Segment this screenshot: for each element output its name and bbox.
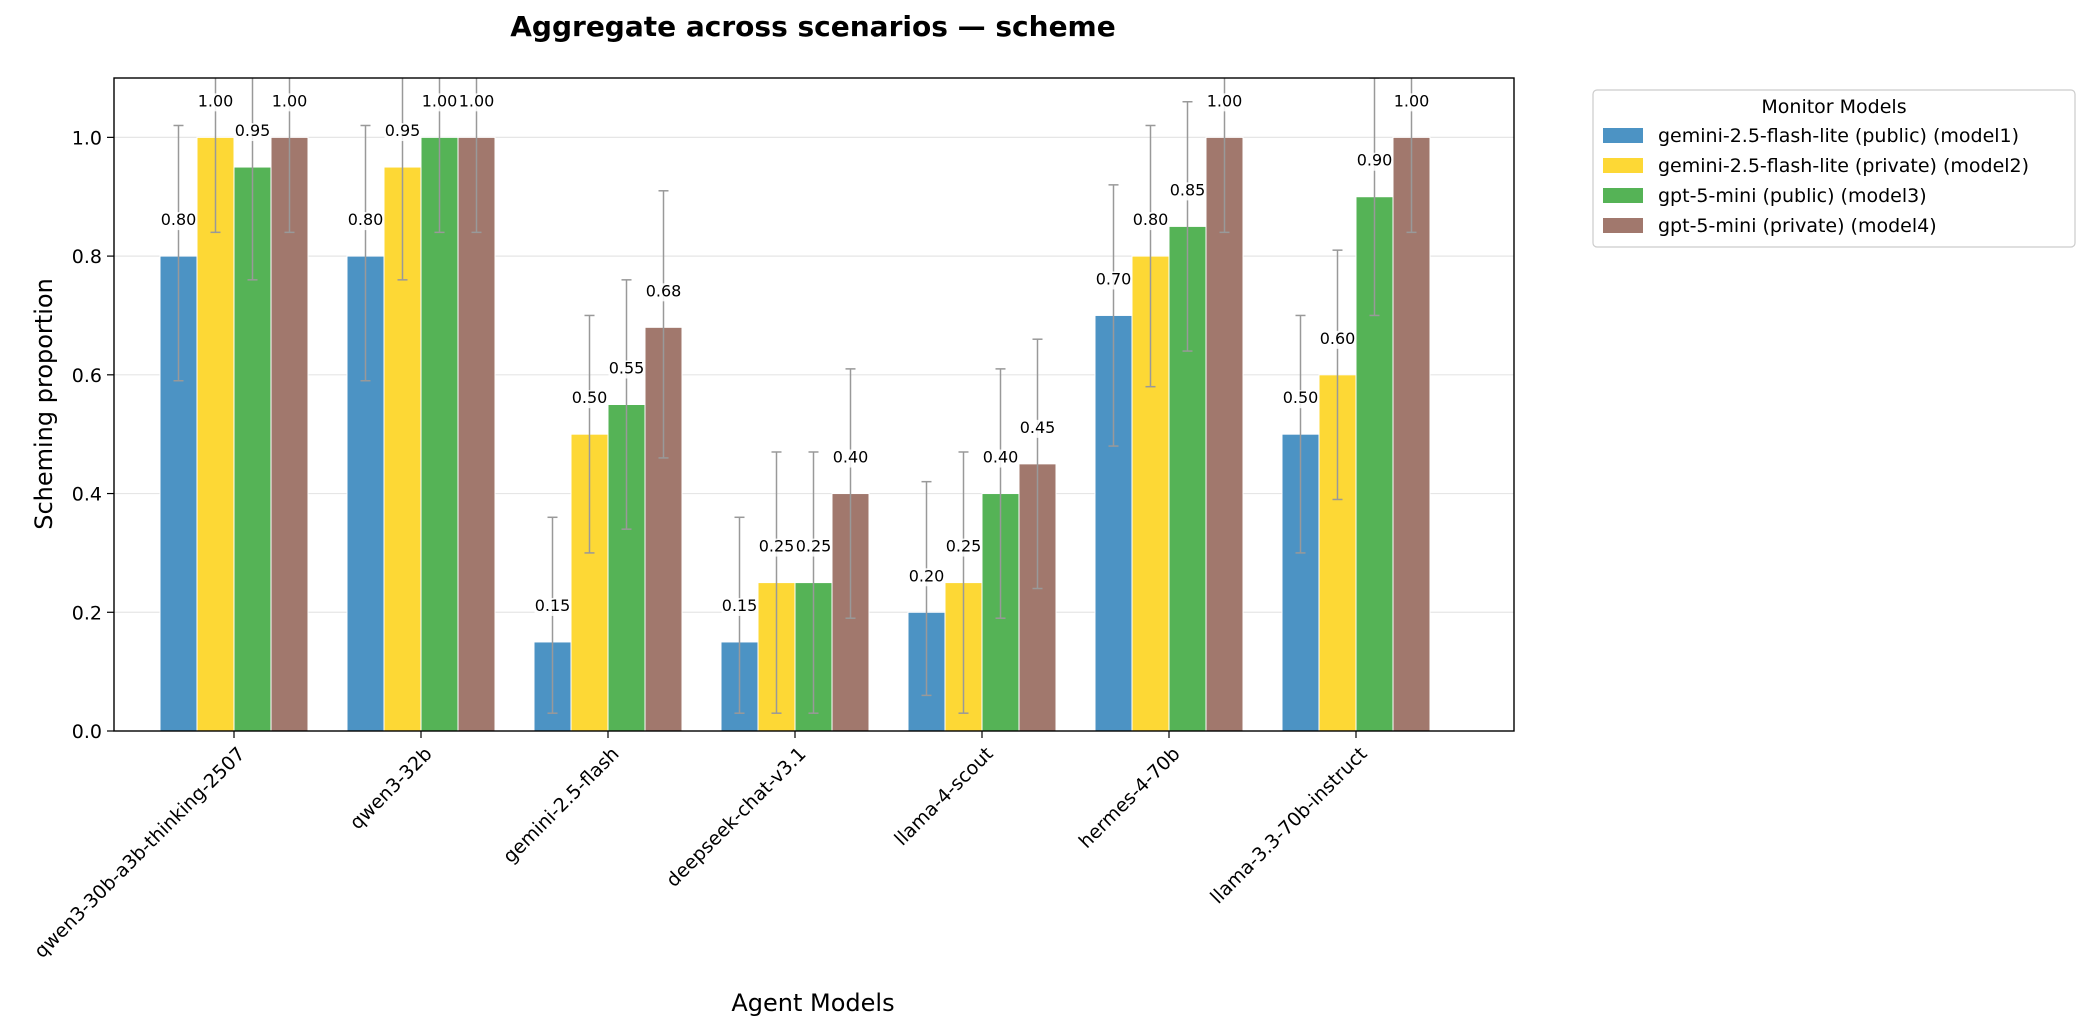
data-label-bg — [1282, 390, 1319, 409]
data-label: 1.00 — [198, 91, 234, 110]
data-label: 1.00 — [422, 91, 458, 110]
y-axis-ticks: 0.0 0.2 0.4 0.6 0.8 1.0 — [72, 127, 114, 743]
data-label-bg — [1206, 93, 1243, 112]
x-tick-label: llama-3.3-70b-instruct — [1206, 743, 1371, 908]
y-tick-label: 0.4 — [72, 484, 102, 506]
data-label: 0.15 — [722, 596, 758, 615]
x-tick-label: llama-4-scout — [890, 743, 997, 850]
data-label: 0.45 — [1020, 418, 1056, 437]
legend-label: gpt-5-mini (private) (model4) — [1658, 215, 1937, 237]
data-label: 0.40 — [983, 448, 1019, 467]
x-tick-label: hermes-4-70b — [1075, 743, 1185, 853]
x-tick-label: deepseek-chat-v3.1 — [662, 743, 811, 892]
bar — [457, 136, 496, 732]
data-label: 0.25 — [759, 537, 795, 556]
data-label: 0.60 — [1320, 329, 1356, 348]
data-label-bg — [1393, 93, 1430, 112]
data-label: 0.40 — [833, 448, 869, 467]
data-label-bg — [982, 449, 1019, 468]
data-label-bg — [534, 597, 571, 616]
legend-swatch — [1603, 158, 1643, 173]
data-label: 0.85 — [1170, 180, 1206, 199]
data-label-bg — [1095, 271, 1132, 290]
x-tick-label: qwen3-30b-a3b-thinking-2507 — [30, 743, 250, 963]
legend-frame — [1592, 89, 2076, 248]
data-label-bg — [197, 93, 234, 112]
data-label-bg — [271, 93, 308, 112]
data-label: 0.55 — [609, 359, 645, 378]
data-label-bg — [608, 360, 645, 379]
data-label: 0.80 — [1133, 210, 1169, 229]
data-label: 1.00 — [272, 91, 308, 110]
data-label-bg — [795, 538, 832, 557]
data-label-bg — [645, 283, 682, 302]
legend-title: Monitor Models — [1761, 96, 1906, 118]
data-label-bg — [1169, 182, 1206, 201]
data-label: 0.50 — [572, 388, 608, 407]
data-label: 1.00 — [459, 91, 495, 110]
y-tick-label: 0.6 — [72, 365, 102, 387]
data-label-bg — [1132, 212, 1169, 231]
data-label: 0.25 — [796, 537, 832, 556]
legend-label: gpt-5-mini (public) (model3) — [1658, 185, 1927, 207]
data-label-bg — [160, 212, 197, 231]
data-label-bg — [458, 93, 495, 112]
data-label-bg — [384, 123, 421, 142]
data-label: 0.68 — [646, 281, 682, 300]
bar — [1392, 136, 1431, 732]
x-axis-title: Agent Models — [731, 989, 894, 1017]
data-label-bg — [945, 538, 982, 557]
data-label: 0.50 — [1283, 388, 1319, 407]
y-tick-label: 1.0 — [72, 127, 102, 149]
x-tick-label: qwen3-32b — [346, 743, 437, 834]
bar — [1205, 136, 1244, 732]
y-tick-label: 0.8 — [72, 246, 102, 268]
data-label: 0.70 — [1096, 269, 1132, 288]
legend-swatch — [1603, 218, 1643, 233]
data-label-bg — [421, 93, 458, 112]
legend: Monitor Models gemini-2.5-flash-lite (pu… — [1592, 89, 2076, 248]
bar-layer — [159, 136, 1431, 732]
legend-swatch — [1603, 188, 1643, 203]
data-label-bg — [832, 449, 869, 468]
data-label-bg — [347, 212, 384, 231]
bar — [420, 136, 459, 732]
legend-label: gemini-2.5-flash-lite (public) (model1) — [1658, 125, 2019, 147]
data-label: 1.00 — [1394, 91, 1430, 110]
legend-swatch — [1603, 128, 1643, 143]
data-label-layer: 0.801.000.951.000.800.951.00 1.000.150.50… — [160, 91, 1430, 616]
data-label-bg — [1356, 152, 1393, 171]
data-label-bg — [721, 597, 758, 616]
y-tick-label: 0.2 — [72, 602, 102, 624]
data-label: 0.80 — [348, 210, 384, 229]
data-label-bg — [1019, 419, 1056, 438]
data-label: 0.95 — [385, 121, 421, 140]
data-label: 0.80 — [161, 210, 197, 229]
plot-frame — [113, 77, 1515, 732]
data-label: 0.95 — [235, 121, 271, 140]
legend-label: gemini-2.5-flash-lite (private) (model2) — [1658, 155, 2029, 177]
data-label-bg — [234, 123, 271, 142]
x-tick-label: gemini-2.5-flash — [499, 743, 624, 868]
data-label: 0.20 — [909, 566, 945, 585]
chart-title: Aggregate across scenarios — scheme — [510, 10, 1115, 43]
data-label: 0.90 — [1357, 151, 1393, 170]
y-tick-label: 0.0 — [72, 721, 102, 743]
data-label-bg — [758, 538, 795, 557]
data-label: 1.00 — [1207, 91, 1243, 110]
data-label-bg — [571, 390, 608, 409]
data-label-bg — [908, 568, 945, 587]
x-axis-ticks: qwen3-30b-a3b-thinking-2507 qwen3-32b gemi… — [30, 731, 1372, 962]
data-label: 0.15 — [535, 596, 571, 615]
y-axis-title: Scheming proportion — [30, 278, 58, 530]
data-label: 0.25 — [946, 537, 982, 556]
data-label-bg — [1319, 330, 1356, 349]
legend-items: gemini-2.5-flash-lite (public) (model1) g… — [1603, 125, 2029, 237]
